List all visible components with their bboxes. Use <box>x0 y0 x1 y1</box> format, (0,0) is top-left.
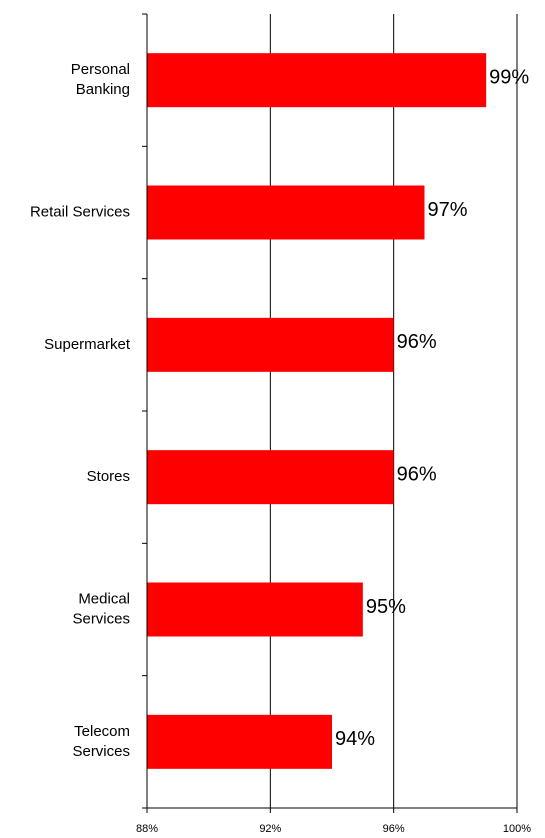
category-label: Services <box>72 610 130 627</box>
category-label: Medical <box>78 590 130 607</box>
x-tick-label: 92% <box>259 823 281 835</box>
data-label: 97% <box>428 199 468 221</box>
bar <box>147 53 487 108</box>
bar <box>147 714 332 769</box>
category-label: Services <box>72 743 130 760</box>
bar <box>147 185 425 240</box>
x-tick-label: 100% <box>503 823 531 835</box>
bar <box>147 450 394 505</box>
category-label: Personal <box>71 61 130 78</box>
bar <box>147 317 394 372</box>
category-label: Retail Services <box>30 203 130 220</box>
x-tick-label: 96% <box>383 823 405 835</box>
category-label: Banking <box>76 81 130 98</box>
data-label: 99% <box>489 66 529 88</box>
data-label: 96% <box>397 463 437 485</box>
data-label: 94% <box>335 728 375 750</box>
data-label: 96% <box>397 331 437 353</box>
x-tick-label: 88% <box>136 823 158 835</box>
category-label: Supermarket <box>44 336 131 353</box>
category-label: Stores <box>87 468 130 485</box>
category-label: Telecom <box>74 723 130 740</box>
data-label: 95% <box>366 596 406 618</box>
bar <box>147 582 363 637</box>
